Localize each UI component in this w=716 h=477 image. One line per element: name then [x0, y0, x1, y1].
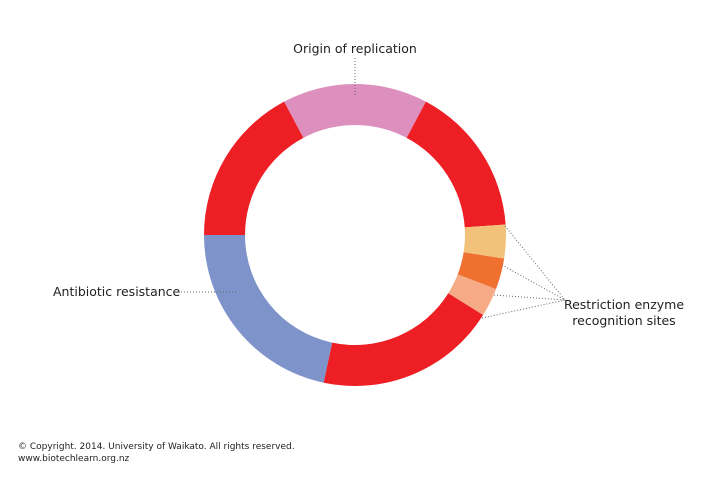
restriction-site: [457, 252, 505, 290]
restriction-label: Restriction enzyme: [564, 297, 684, 312]
restriction-site: [448, 274, 496, 316]
restriction-pointer: [481, 299, 566, 319]
origin-segment: [284, 83, 426, 138]
restriction-pointer: [504, 225, 566, 301]
restriction-site: [463, 224, 506, 259]
backbone-segment: [204, 101, 304, 235]
plasmid-ring: [204, 83, 506, 387]
backbone-segment: [406, 101, 506, 228]
restriction-pointer: [493, 294, 566, 301]
origin-label: Origin of replication: [293, 41, 417, 56]
url: www.biotechlearn.org.nz: [18, 454, 130, 464]
restriction-pointer: [501, 264, 566, 301]
copyright: © Copyright. 2014. University of Waikato…: [18, 442, 295, 452]
antibiotic-segment: [204, 235, 333, 383]
restriction-label: recognition sites: [572, 313, 675, 328]
backbone-segment: [323, 293, 484, 387]
antibiotic-label: Antibiotic resistance: [53, 284, 181, 299]
